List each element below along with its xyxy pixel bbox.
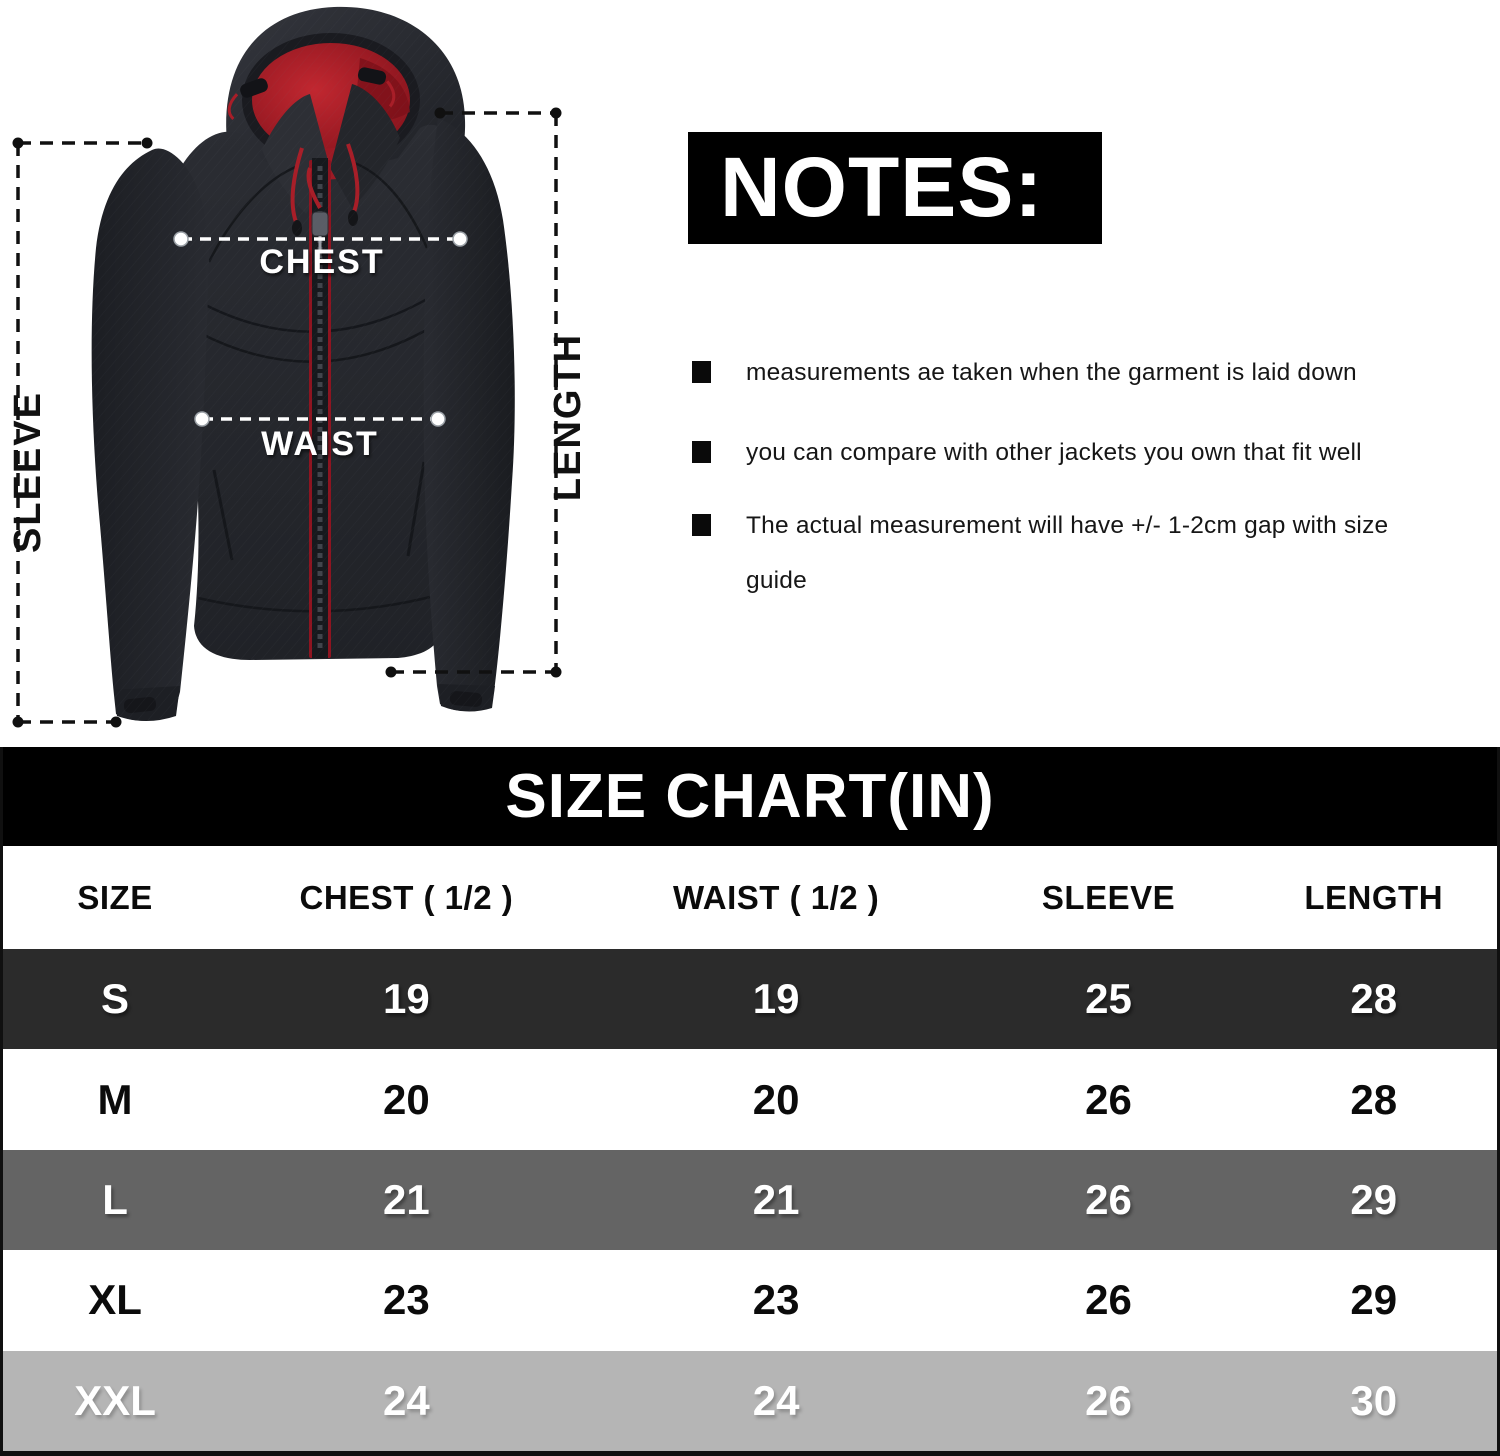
size-value: L (102, 1176, 128, 1224)
bullet-square-icon (692, 441, 711, 463)
column-header-size: SIZE (77, 878, 153, 916)
note-text: you can compare with other jackets you o… (746, 439, 1362, 466)
chest-value: 19 (383, 975, 430, 1023)
waist-value: 23 (752, 1276, 800, 1324)
bullet-square-icon (692, 361, 711, 383)
length-label: LENGTH (547, 333, 589, 501)
hood-toggles (227, 67, 396, 121)
size-chart-header-row: SIZE CHEST ( 1/2 ) WAIST ( 1/2 ) SLEEVE … (3, 846, 1497, 949)
chest-value: 23 (383, 1276, 430, 1324)
sleeve-value: 26 (1085, 1376, 1132, 1424)
measure-brackets (16, 111, 558, 724)
waist-measure (194, 411, 446, 427)
table-row-s: S 19 19 25 28 (3, 949, 1497, 1050)
column-header-waist: WAIST ( 1/2 ) (672, 878, 880, 916)
waist-label: WAIST (261, 425, 379, 463)
size-value: M (97, 1075, 133, 1123)
size-value: XXL (74, 1376, 156, 1424)
sleeve-value: 26 (1085, 1075, 1132, 1123)
column-header-chest: CHEST ( 1/2 ) (299, 878, 514, 916)
table-row-xl: XL 23 23 26 29 (3, 1250, 1497, 1351)
note-item: The actual measurement will have +/- 1-2… (692, 498, 1452, 608)
notes-heading: NOTES: (688, 132, 1102, 244)
waist-value: 21 (752, 1176, 800, 1224)
table-row-xxl: XXL 24 24 26 30 (3, 1350, 1497, 1452)
sleeve-value: 25 (1085, 975, 1132, 1023)
length-value: 30 (1350, 1376, 1398, 1424)
column-header-sleeve: SLEEVE (1041, 878, 1176, 916)
sleeve-value: 26 (1085, 1276, 1132, 1324)
sleeve-value: 26 (1085, 1176, 1132, 1224)
note-text: The actual measurement will have +/- 1-2… (746, 512, 1389, 594)
note-item: you can compare with other jackets you o… (692, 425, 1452, 480)
chest-value: 24 (383, 1376, 430, 1424)
bullet-square-icon (692, 514, 711, 536)
length-value: 29 (1350, 1276, 1398, 1324)
jacket-measurement-diagram: CHEST WAIST SLEEVE LENGTH (7, 6, 589, 728)
column-header-length: LENGTH (1304, 878, 1444, 916)
size-value: XL (88, 1276, 142, 1324)
note-item: measurements ae taken when the garment i… (692, 345, 1452, 400)
waist-value: 20 (752, 1075, 800, 1123)
length-value: 29 (1350, 1176, 1398, 1224)
chest-measure (173, 231, 468, 247)
measure-bracket-dots (12, 107, 562, 728)
note-text: measurements ae taken when the garment i… (746, 359, 1357, 386)
chest-value: 20 (383, 1075, 430, 1123)
table-row-m: M 20 20 26 28 (3, 1049, 1497, 1150)
chest-label: CHEST (259, 243, 384, 281)
sleeve-label: SLEEVE (7, 391, 49, 553)
size-chart-table: SIZE CHART(IN) SIZE CHEST ( 1/2 ) WAIST … (0, 747, 1500, 1456)
size-value: S (101, 975, 130, 1023)
table-row-l: L 21 21 26 29 (3, 1149, 1497, 1251)
chest-value: 21 (383, 1176, 430, 1224)
length-value: 28 (1350, 1075, 1398, 1123)
length-value: 28 (1350, 975, 1398, 1023)
size-chart-title: SIZE CHART(IN) (3, 747, 1497, 846)
waist-value: 19 (752, 975, 800, 1023)
waist-value: 24 (752, 1376, 800, 1424)
